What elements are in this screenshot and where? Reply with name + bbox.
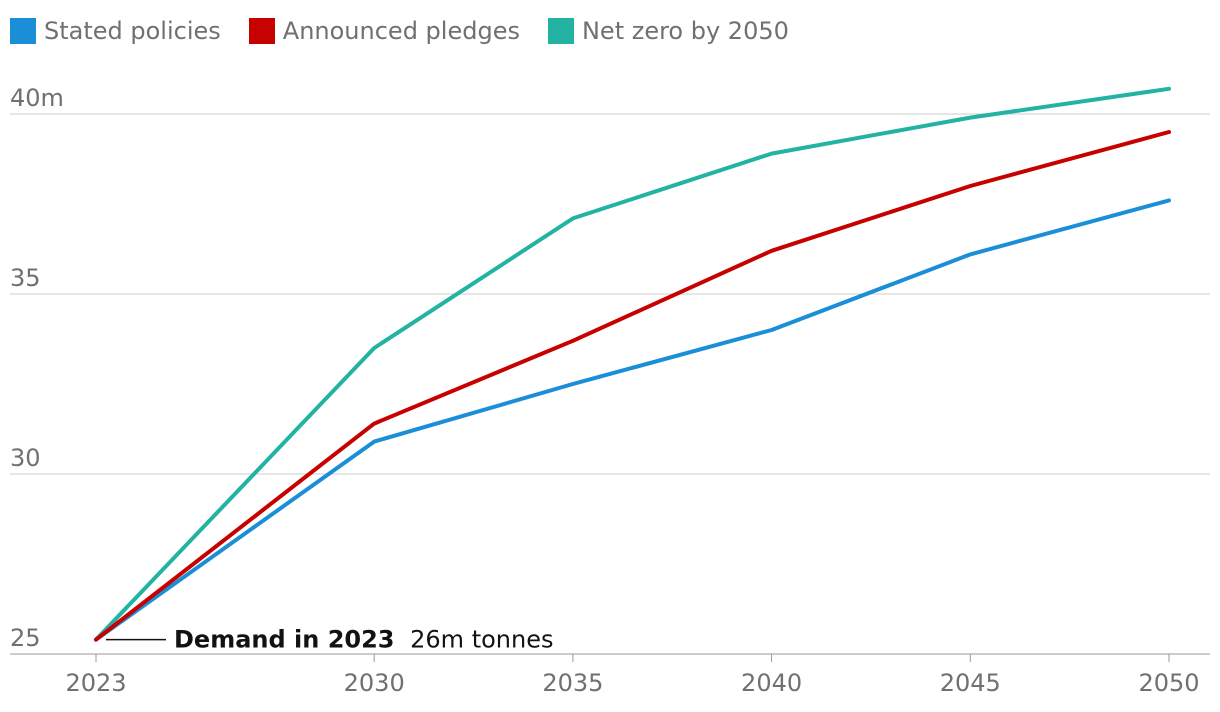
x-tick-label: 2040 xyxy=(741,669,802,697)
legend-label-net-zero: Net zero by 2050 xyxy=(581,17,789,45)
x-tick-label: 2045 xyxy=(940,669,1001,697)
legend-swatch-net-zero xyxy=(547,18,574,44)
annotation: Demand in 2023 26m tonnes xyxy=(106,626,553,654)
legend-label-stated-policies: Stated policies xyxy=(44,17,221,45)
legend: Stated policies Announced pledges Net ze… xyxy=(10,14,817,48)
legend-swatch-stated-policies xyxy=(10,18,36,44)
y-axis-tick-labels: 40m 35 30 25 xyxy=(10,84,64,652)
legend-item-announced-pledges: Announced pledges xyxy=(248,17,520,45)
gridlines xyxy=(10,113,1210,475)
legend-swatch-announced-pledges xyxy=(248,18,275,44)
x-tick-label: 2030 xyxy=(344,669,405,697)
y-tick-label: 35 xyxy=(10,264,41,292)
x-tick-label: 2050 xyxy=(1138,669,1199,697)
legend-label-announced-pledges: Announced pledges xyxy=(282,17,520,45)
x-tick-label: 2035 xyxy=(542,669,603,697)
annotation-bold-text: Demand in 2023 xyxy=(174,626,395,654)
annotation-value-text: 26m tonnes xyxy=(410,626,553,654)
series-line-announced-pledges xyxy=(94,130,1171,642)
y-tick-label: 25 xyxy=(10,624,41,652)
annotation-text: Demand in 2023 26m tonnes xyxy=(174,626,553,654)
y-tick-label: 40m xyxy=(10,84,64,112)
legend-item-stated-policies: Stated policies xyxy=(10,17,221,45)
y-tick-label: 30 xyxy=(10,444,41,472)
series-lines xyxy=(94,86,1171,642)
series-line-stated-policies xyxy=(94,198,1171,642)
x-axis: 2023 2030 2035 2040 2045 2050 xyxy=(10,653,1210,697)
series-line-net-zero-by-2050 xyxy=(94,86,1171,642)
legend-item-net-zero: Net zero by 2050 xyxy=(547,17,789,45)
x-tick-label: 2023 xyxy=(65,669,126,697)
